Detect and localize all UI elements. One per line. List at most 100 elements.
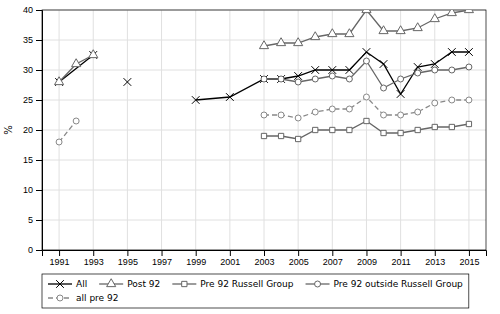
series-marker <box>415 109 421 115</box>
data-marks <box>55 10 474 145</box>
y-axis-tick-mark <box>36 220 42 221</box>
series-marker <box>296 136 301 141</box>
series-marker <box>380 60 388 68</box>
series-marker <box>465 48 473 56</box>
series-marker <box>364 118 369 123</box>
x-axis-tick: 2009 <box>357 250 377 267</box>
x-axis-tick-mark <box>127 250 128 256</box>
chart: 1991199319951997199920012003200520072009… <box>0 0 500 314</box>
series-marker <box>313 127 318 132</box>
series-marker <box>277 38 286 46</box>
series-marker <box>192 96 200 104</box>
series-line <box>59 97 469 142</box>
series <box>56 94 472 145</box>
x-axis-tick: 2005 <box>289 250 309 267</box>
x-axis-tick-mark <box>366 250 367 256</box>
series-marker <box>396 26 405 34</box>
grid-line-x <box>161 10 162 250</box>
series-marker <box>379 26 388 34</box>
plot-frame <box>42 10 486 250</box>
x-axis-tick-label: 2001 <box>220 257 240 267</box>
x-axis-tick-mark <box>469 250 470 256</box>
series-marker <box>278 112 284 118</box>
x-axis-tick-label: 2007 <box>323 257 343 267</box>
y-axis-tick-label: 15 <box>23 155 33 165</box>
grid-line-x <box>229 10 230 250</box>
legend-item: all pre 92 <box>48 293 118 303</box>
series-marker <box>311 32 320 40</box>
y-axis-tick-mark <box>36 250 42 251</box>
series-marker <box>346 76 352 82</box>
legend-item: Post 92 <box>99 279 160 289</box>
series-marker <box>261 112 267 118</box>
x-axis-tick-mark <box>332 250 333 256</box>
legend-marker <box>57 295 63 301</box>
y-axis-tick: 5 <box>28 215 42 225</box>
legend-label: Pre 92 outside Russell Group <box>334 279 464 289</box>
series-marker <box>55 77 64 85</box>
series-marker <box>466 64 472 70</box>
legend-label: Pre 92 Russell Group <box>200 279 293 289</box>
x-axis-tick: 2013 <box>425 250 445 267</box>
x-axis-tick-mark <box>401 250 402 256</box>
x-axis: 1991199319951997199920012003200520072009… <box>43 250 487 267</box>
legend-item: Pre 92 outside Russell Group <box>306 279 464 289</box>
x-axis-tick-label: 1991 <box>50 257 70 267</box>
series-marker <box>432 124 437 129</box>
x-axis-tick: 2015 <box>459 250 479 267</box>
series-marker <box>397 90 405 98</box>
plot: 1991199319951997199920012003200520072009… <box>23 5 487 268</box>
y-axis-tick-mark <box>36 130 42 131</box>
y-axis-tick-mark <box>36 10 42 11</box>
series <box>261 58 472 91</box>
series-marker <box>295 115 301 121</box>
series-marker <box>260 75 268 83</box>
y-axis-tick-mark <box>36 190 42 191</box>
series-marker <box>261 133 266 138</box>
series-marker <box>277 75 285 83</box>
x-axis-tick-label: 1997 <box>152 257 172 267</box>
y-axis-tick: 25 <box>23 95 42 105</box>
series-marker <box>124 78 132 86</box>
x-axis-tick-label: 2005 <box>289 257 309 267</box>
y-axis-line <box>36 11 43 251</box>
y-axis: 0510152025303540 <box>23 5 43 255</box>
series-marker <box>449 97 455 103</box>
x-axis-tick-mark <box>264 250 265 256</box>
y-axis-title: % <box>3 125 14 135</box>
series-marker <box>346 106 352 112</box>
series-marker <box>447 10 456 16</box>
x-axis-tick-mark <box>93 250 94 256</box>
x-axis-tick: 2001 <box>220 250 240 267</box>
series-marker <box>330 127 335 132</box>
series <box>55 48 473 104</box>
x-axis-tick: 1999 <box>186 250 206 267</box>
y-axis-tick-label: 20 <box>23 125 33 135</box>
series-marker <box>346 66 354 74</box>
grid-line-x <box>59 10 60 250</box>
y-axis-tick-label: 10 <box>23 185 33 195</box>
x-axis-tick-mark <box>435 250 436 256</box>
x-axis-tick: 1991 <box>50 250 70 267</box>
y-axis-tick-mark <box>36 160 42 161</box>
series-marker <box>398 76 404 82</box>
series-marker <box>347 127 352 132</box>
series-marker <box>72 59 81 67</box>
x-axis-tick-label: 2013 <box>425 257 445 267</box>
series-marker <box>56 139 62 145</box>
legend-marker <box>56 280 64 288</box>
series-marker <box>381 85 387 91</box>
grid-line-x <box>366 10 367 250</box>
series-marker <box>430 14 439 22</box>
series-marker <box>311 66 319 74</box>
y-axis-tick-mark <box>36 100 42 101</box>
legend-marker <box>107 279 116 287</box>
series-marker <box>464 10 473 13</box>
y-axis-tick-label: 35 <box>23 35 33 45</box>
series-marker <box>73 118 79 124</box>
legend-label: Post 92 <box>127 279 160 289</box>
series-marker <box>466 97 472 103</box>
x-axis-tick: 1993 <box>84 250 104 267</box>
x-axis-tick: 1997 <box>152 250 172 267</box>
grid <box>42 10 486 250</box>
